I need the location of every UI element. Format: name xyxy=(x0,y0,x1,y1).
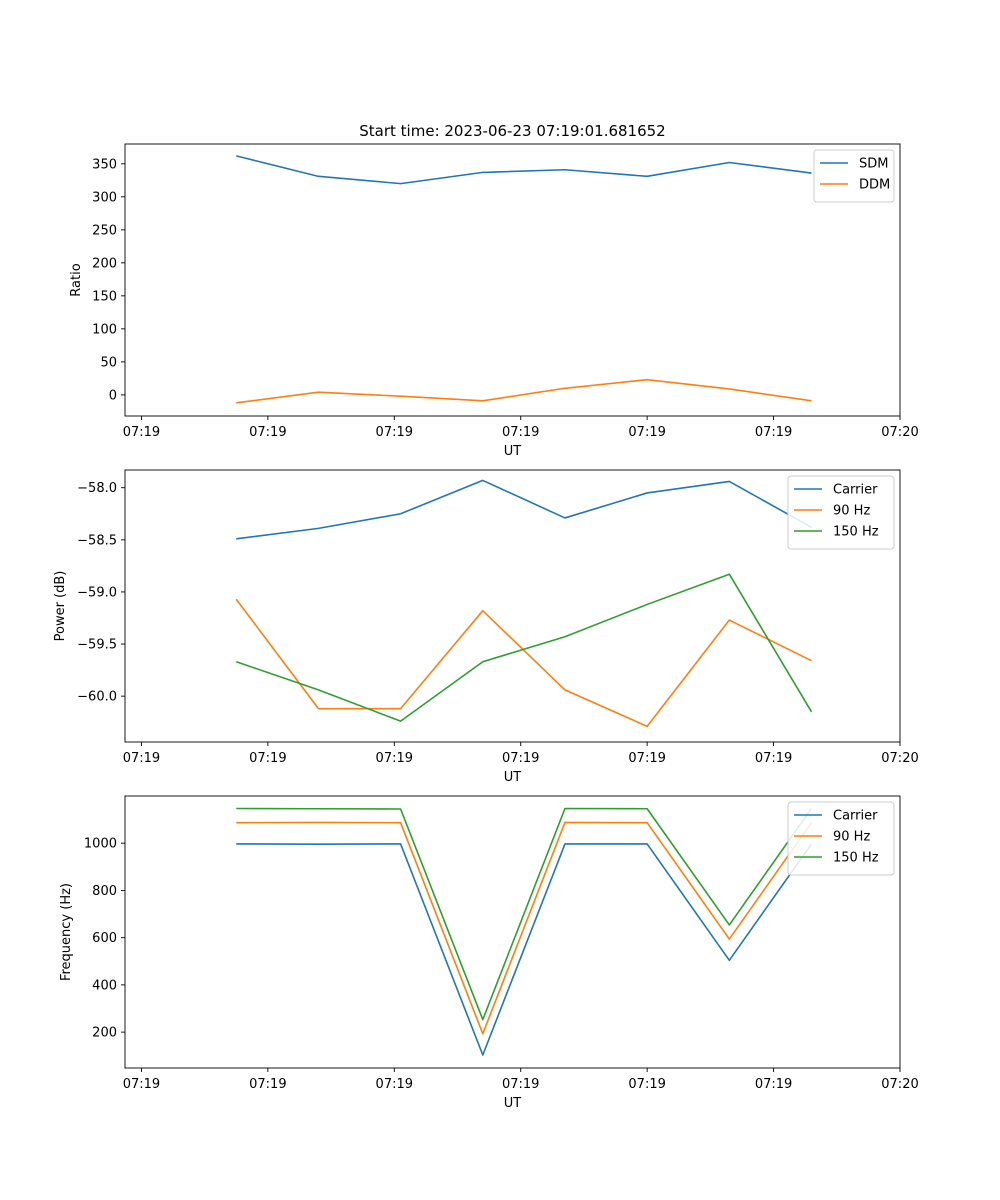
x-axis-label: UT xyxy=(504,770,522,785)
y-tick-label: −60.0 xyxy=(77,690,117,705)
y-tick-label: 250 xyxy=(92,223,117,238)
x-tick-label: 07:19 xyxy=(628,751,665,766)
x-tick-label: 07:19 xyxy=(755,1077,792,1092)
subplot-1: Start time: 2023-06-23 07:19:01.681652 07… xyxy=(69,122,919,459)
subplot-3: 07:19 07:19 07:19 07:19 07:19 07:19 07:20 200 40… xyxy=(59,795,919,1111)
y-axis-label: Frequency (Hz) xyxy=(59,883,74,981)
legend-label: 90 Hz xyxy=(833,504,870,519)
x-tick-label: 07:19 xyxy=(755,751,792,766)
legend-label: DDM xyxy=(859,178,890,193)
y-tick-label: 200 xyxy=(92,256,117,271)
y-tick-label: 100 xyxy=(92,322,117,337)
y-tick-label: 0 xyxy=(109,388,117,403)
y-tick-label: 300 xyxy=(92,190,117,205)
y-tick-label: −59.5 xyxy=(77,638,117,653)
series-line-sdm xyxy=(236,155,812,185)
y-tick-label: 350 xyxy=(92,157,117,172)
x-tick-label: 07:19 xyxy=(249,425,286,440)
x-tick-label: 07:19 xyxy=(123,751,160,766)
y-tick-label: 1000 xyxy=(84,837,117,852)
y-tick-label: −59.0 xyxy=(77,585,117,600)
axes-frame xyxy=(124,469,901,743)
x-tick-label: 07:19 xyxy=(628,1077,665,1092)
series-line-150-hz xyxy=(236,807,813,1021)
series-line-carrier xyxy=(236,479,812,540)
legend-label: Carrier xyxy=(833,483,878,498)
x-tick-label: 07:20 xyxy=(881,1077,918,1092)
legend-label: 150 Hz xyxy=(833,525,879,540)
x-tick-label: 07:19 xyxy=(376,751,413,766)
y-tick-label: 400 xyxy=(92,978,117,993)
y-tick-label: 800 xyxy=(92,884,117,899)
axes-frame xyxy=(124,795,901,1069)
legend: Carrier 90 Hz 150 Hz xyxy=(787,475,895,550)
y-tick-label: 200 xyxy=(92,1026,117,1041)
x-tick-label: 07:20 xyxy=(881,751,918,766)
legend-label: SDM xyxy=(859,157,888,172)
y-tick-label: −58.5 xyxy=(77,533,117,548)
series-line-150-hz xyxy=(236,573,813,722)
series-line-carrier xyxy=(236,843,813,1056)
x-tick-label: 07:19 xyxy=(249,751,286,766)
x-tick-label: 07:19 xyxy=(502,1077,539,1092)
series-line-ddm xyxy=(236,378,812,404)
legend-label: 90 Hz xyxy=(833,830,870,845)
x-tick-label: 07:19 xyxy=(502,425,539,440)
legend-label: Carrier xyxy=(833,809,878,824)
chart-title: Start time: 2023-06-23 07:19:01.681652 xyxy=(359,122,665,140)
subplot-2: 07:19 07:19 07:19 07:19 07:19 07:19 07:20 −60.0… xyxy=(53,469,919,785)
x-tick-label: 07:19 xyxy=(376,1077,413,1092)
x-tick-label: 07:19 xyxy=(502,751,539,766)
series-line-90-hz xyxy=(236,821,813,1035)
legend: Carrier 90 Hz 150 Hz xyxy=(787,801,895,876)
x-tick-label: 07:19 xyxy=(123,425,160,440)
x-axis-label: UT xyxy=(504,1096,522,1111)
series-line-90-hz xyxy=(235,598,812,728)
legend-label: 150 Hz xyxy=(833,851,879,866)
legend: SDM DDM xyxy=(813,149,895,203)
axes-frame xyxy=(124,143,901,417)
y-tick-label: −58.0 xyxy=(77,481,117,496)
x-tick-label: 07:19 xyxy=(628,425,665,440)
y-axis-label: Ratio xyxy=(69,263,84,296)
y-tick-label: 600 xyxy=(92,931,117,946)
x-tick-label: 07:19 xyxy=(755,425,792,440)
x-axis-label: UT xyxy=(504,444,522,459)
y-axis-label: Power (dB) xyxy=(53,571,68,642)
x-tick-label: 07:19 xyxy=(376,425,413,440)
x-tick-label: 07:19 xyxy=(249,1077,286,1092)
x-tick-label: 07:20 xyxy=(881,425,918,440)
x-tick-label: 07:19 xyxy=(123,1077,160,1092)
y-tick-label: 50 xyxy=(100,355,117,370)
y-tick-label: 150 xyxy=(92,289,117,304)
